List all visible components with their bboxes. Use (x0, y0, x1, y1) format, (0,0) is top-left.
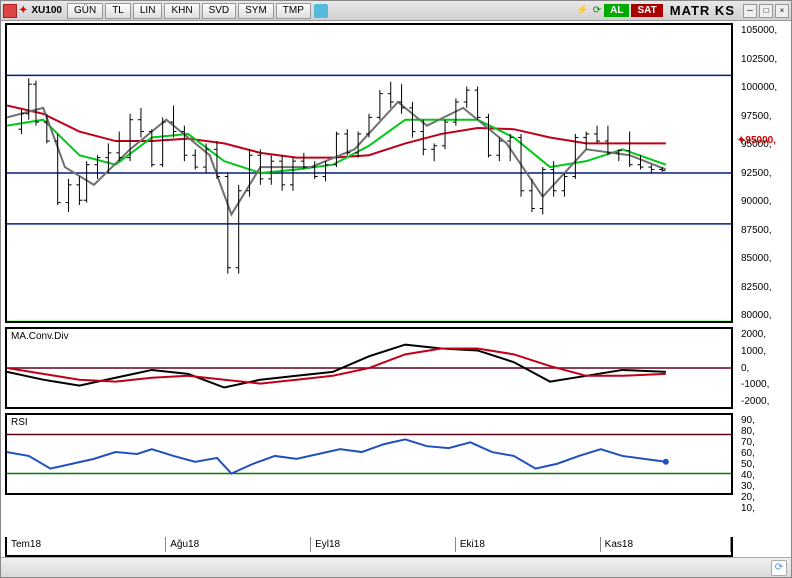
macd-panel[interactable]: MA.Conv.Div (5, 327, 733, 409)
close-button[interactable]: × (775, 4, 789, 18)
logo: MATR KS (664, 3, 741, 18)
btn-gun[interactable]: GÜN (67, 3, 103, 19)
btn-khn[interactable]: KHN (164, 3, 199, 19)
btn-svd[interactable]: SVD (202, 3, 237, 19)
lightning-icon[interactable]: ⚡ (574, 5, 590, 16)
flag-icon: ✦ (19, 5, 27, 16)
badge-sat: SAT (631, 4, 662, 17)
time-axis: Tem18Ağu18Eyl18Eki18Kas18 (5, 537, 733, 557)
minimize-button[interactable]: ─ (743, 4, 757, 18)
app-icon (3, 4, 17, 18)
btn-tl[interactable]: TL (105, 3, 131, 19)
price-yaxis: 105000,102500,100000,97500,95000,92500,9… (737, 23, 791, 323)
titlebar: ✦ XU100 GÜN TL LIN KHN SVD SYM TMP ⚡ ⟳ A… (1, 1, 791, 21)
refresh-icon[interactable]: ⟳ (591, 5, 603, 16)
statusbar: ⟳ (1, 557, 791, 577)
price-panel[interactable] (5, 23, 733, 323)
chart-window: ✦ XU100 GÜN TL LIN KHN SVD SYM TMP ⚡ ⟳ A… (0, 0, 792, 578)
btn-lin[interactable]: LIN (133, 3, 163, 19)
maximize-button[interactable]: □ (759, 4, 773, 18)
btn-tmp[interactable]: TMP (276, 3, 311, 19)
rsi-yaxis: 90,80,70,60,50,40,30,20,10, (737, 413, 791, 495)
refresh-button[interactable]: ⟳ (771, 560, 787, 576)
macd-yaxis: 2000,1000,0,-1000,-2000, (737, 327, 791, 409)
macd-label: MA.Conv.Div (11, 331, 69, 342)
symbol: XU100 (27, 5, 66, 16)
twitter-icon[interactable] (314, 4, 328, 18)
badge-al: AL (604, 4, 629, 17)
btn-sym[interactable]: SYM (238, 3, 274, 19)
chart-area: 105000,102500,100000,97500,95000,92500,9… (1, 21, 791, 557)
rsi-label: RSI (11, 417, 28, 428)
rsi-panel[interactable]: RSI (5, 413, 733, 495)
